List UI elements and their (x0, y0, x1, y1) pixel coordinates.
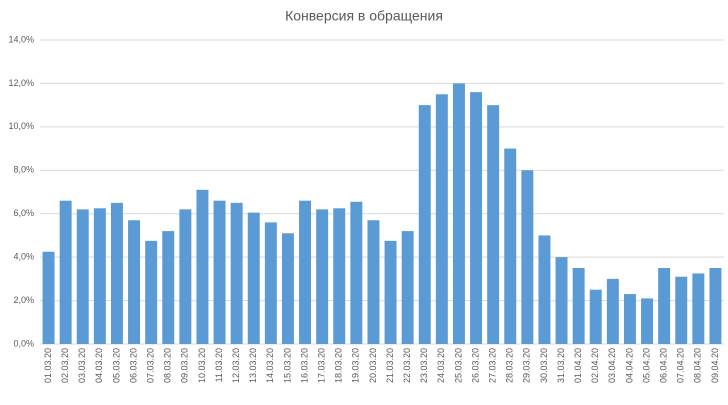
bar (196, 189, 209, 344)
bar (230, 202, 243, 344)
bar (281, 233, 294, 344)
bar (42, 251, 55, 344)
bar (128, 220, 141, 344)
bar (572, 268, 585, 344)
x-tick-label: 05.03.20 (111, 348, 121, 383)
bar (521, 170, 534, 344)
x-tick-label: 19.03.20 (351, 348, 361, 383)
bar (213, 200, 226, 344)
x-tick-label: 05.04.20 (641, 348, 651, 383)
x-tick-label: 24.03.20 (436, 348, 446, 383)
bar (59, 200, 72, 344)
bar (487, 105, 500, 345)
x-tick-label: 31.03.20 (556, 348, 566, 383)
bar (299, 200, 312, 344)
y-tick-label: 4,0% (13, 252, 34, 262)
bar (384, 240, 397, 344)
x-tick-label: 28.03.20 (505, 348, 515, 383)
x-tick-label: 18.03.20 (334, 348, 344, 383)
y-tick-label: 10,0% (8, 121, 34, 131)
bar (623, 294, 636, 344)
bar (470, 92, 483, 344)
bar (709, 268, 722, 344)
bar (641, 298, 654, 344)
x-tick-label: 07.04.20 (676, 348, 686, 383)
x-tick-label: 21.03.20 (385, 348, 395, 383)
x-tick-label: 04.03.20 (94, 348, 104, 383)
x-tick-label: 13.03.20 (248, 348, 258, 383)
x-tick-label: 02.04.20 (590, 348, 600, 383)
x-tick-label: 22.03.20 (402, 348, 412, 383)
bar (93, 208, 106, 344)
x-tick-label: 06.03.20 (128, 348, 138, 383)
x-tick-label: 15.03.20 (282, 348, 292, 383)
x-tick-label: 30.03.20 (539, 348, 549, 383)
y-tick-label: 2,0% (13, 295, 34, 305)
bar (367, 220, 380, 344)
bar (350, 201, 363, 344)
x-tick-label: 29.03.20 (522, 348, 532, 383)
x-tick-label: 17.03.20 (317, 348, 327, 383)
x-tick-label: 16.03.20 (299, 348, 309, 383)
bar (658, 268, 671, 344)
bar (145, 240, 158, 344)
x-tick-label: 08.04.20 (693, 348, 703, 383)
x-tick-label: 02.03.20 (60, 348, 70, 383)
y-tick-label: 0,0% (13, 338, 34, 348)
bar (247, 212, 260, 344)
bar (692, 273, 705, 344)
x-tick-label: 23.03.20 (419, 348, 429, 383)
x-tick-label: 25.03.20 (453, 348, 463, 383)
x-tick-label: 08.03.20 (163, 348, 173, 383)
bar (76, 209, 89, 344)
bar (264, 222, 277, 344)
bar (418, 105, 431, 345)
bar (401, 231, 414, 344)
bar (179, 209, 192, 344)
x-tick-label: 01.04.20 (573, 348, 583, 383)
bar (504, 148, 517, 344)
x-tick-label: 07.03.20 (146, 348, 156, 383)
chart-title: Конверсия в обращения (285, 8, 443, 24)
y-tick-label: 8,0% (13, 165, 34, 175)
y-tick-label: 6,0% (13, 208, 34, 218)
x-tick-label: 01.03.20 (43, 348, 53, 383)
x-tick-label: 27.03.20 (488, 348, 498, 383)
x-tick-label: 09.04.20 (710, 348, 720, 383)
y-tick-label: 12,0% (8, 78, 34, 88)
bar (675, 276, 688, 344)
bar (452, 83, 465, 344)
x-tick-label: 20.03.20 (368, 348, 378, 383)
bar (435, 94, 448, 345)
bar (538, 235, 551, 344)
bar (333, 208, 346, 344)
x-tick-label: 09.03.20 (180, 348, 190, 383)
bar (110, 202, 123, 344)
bar (555, 257, 568, 344)
x-tick-label: 10.03.20 (197, 348, 207, 383)
x-tick-label: 11.03.20 (214, 348, 224, 382)
y-tick-label: 14,0% (8, 34, 34, 44)
bar (316, 209, 329, 344)
x-tick-label: 06.04.20 (659, 348, 669, 383)
x-tick-label: 04.04.20 (624, 348, 634, 383)
x-tick-label: 14.03.20 (265, 348, 275, 383)
x-tick-label: 03.03.20 (77, 348, 87, 383)
bar (162, 231, 175, 344)
bar (589, 289, 602, 344)
bar (606, 278, 619, 344)
x-tick-label: 03.04.20 (607, 348, 617, 383)
x-tick-label: 12.03.20 (231, 348, 241, 383)
x-tick-label: 26.03.20 (470, 348, 480, 383)
